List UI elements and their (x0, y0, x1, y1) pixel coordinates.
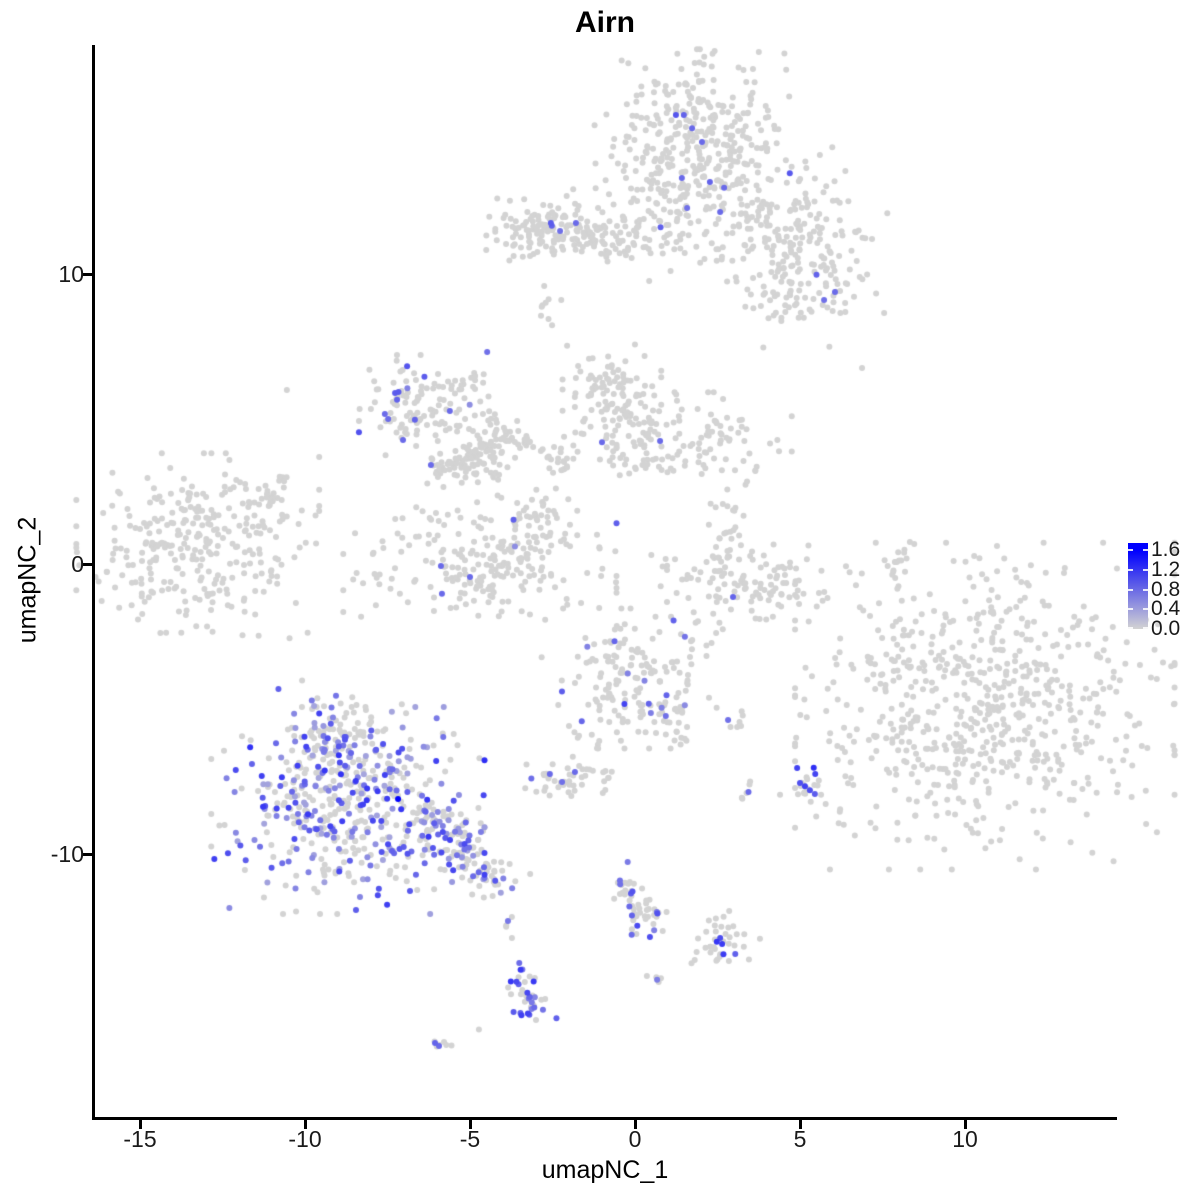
x-tick-label: 5 (793, 1126, 807, 1152)
x-tick-mark (303, 1120, 307, 1129)
y-tick-mark (83, 852, 92, 856)
x-tick-label: 0 (628, 1126, 642, 1152)
colorbar-tick-mark (1128, 588, 1133, 591)
x-axis-title: umapNC_1 (541, 1156, 669, 1184)
colorbar-tick-label: 1.2 (1151, 558, 1181, 582)
colorbar-tick-mark (1128, 569, 1133, 572)
x-tick-label: -15 (123, 1126, 157, 1152)
y-axis-title: umapNC_2 (13, 516, 42, 644)
y-tick-label: 0 (71, 551, 84, 577)
colorbar-tick-mark (1143, 569, 1148, 572)
y-tick-mark (83, 272, 92, 276)
y-tick-label: -10 (50, 841, 84, 867)
colorbar-tick-label: 0.4 (1151, 597, 1181, 621)
colorbar-tick-label: 1.6 (1151, 538, 1181, 562)
colorbar-gradient (1128, 543, 1148, 629)
x-tick-mark (468, 1120, 472, 1129)
y-tick-label: 10 (58, 261, 84, 287)
x-tick-label: 10 (952, 1126, 978, 1152)
colorbar-tick-mark (1143, 608, 1148, 611)
colorbar-tick-mark (1128, 608, 1133, 611)
x-tick-mark (138, 1120, 142, 1129)
colorbar-tick-mark (1128, 549, 1133, 552)
x-tick-mark (798, 1120, 802, 1129)
plot-title: Airn (575, 6, 635, 39)
x-tick-mark (963, 1120, 967, 1129)
y-axis-line (92, 45, 95, 1120)
colorbar-tick-label: 0.8 (1151, 577, 1181, 601)
x-axis-line (92, 1117, 1117, 1120)
colorbar-tick-mark (1143, 549, 1148, 552)
x-tick-label: -10 (288, 1126, 322, 1152)
x-tick-label: -5 (459, 1126, 481, 1152)
colorbar-tick-mark (1143, 588, 1148, 591)
colorbar-tick-label: 0.0 (1151, 617, 1181, 640)
colorbar-tick-mark (1128, 627, 1133, 629)
colorbar-tick-mark (1143, 627, 1148, 629)
y-tick-mark (83, 562, 92, 566)
x-tick-mark (633, 1120, 637, 1129)
